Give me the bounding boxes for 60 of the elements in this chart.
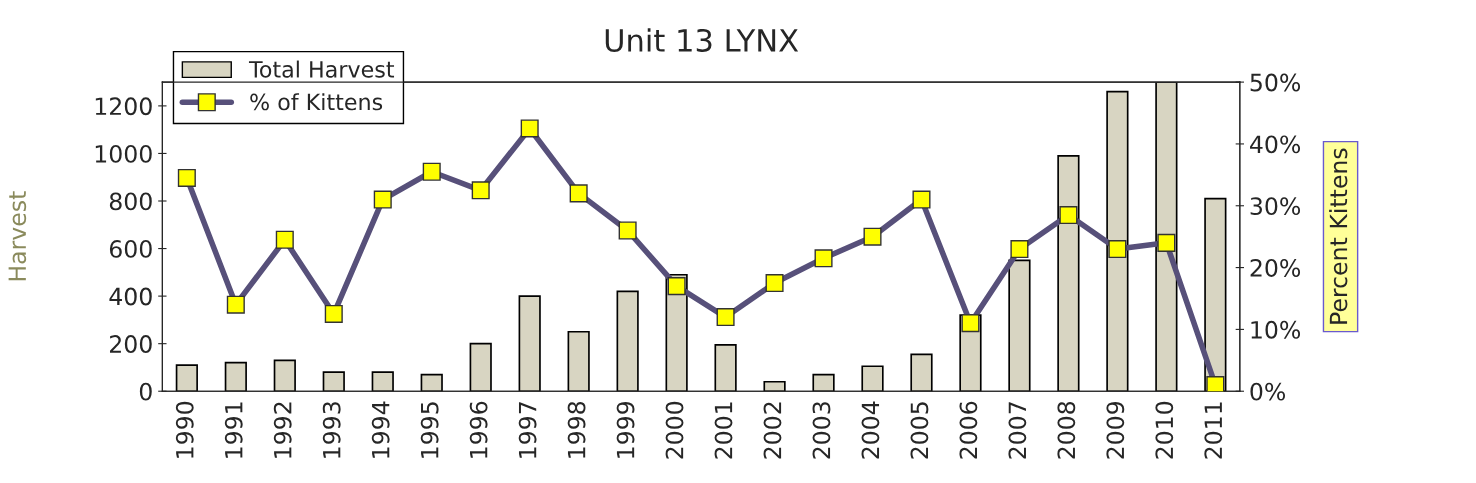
bar <box>1155 82 1178 392</box>
bar <box>224 361 247 392</box>
bar <box>175 364 198 392</box>
bar <box>518 295 541 392</box>
y-tick-label: 200 <box>109 335 152 353</box>
bar <box>861 365 884 392</box>
x-tick-label: 2000 <box>665 401 684 459</box>
bar <box>567 330 590 392</box>
x-tick-label: 1991 <box>224 402 243 458</box>
bar <box>616 290 639 392</box>
y2-tick-label: 50% <box>1250 73 1301 92</box>
x-tick-label: 2003 <box>812 402 831 459</box>
y-tick-label: 1200 <box>95 97 152 116</box>
y-axis-title: Harvest <box>8 191 27 281</box>
y2-axis-title: Percent Kittens <box>1329 148 1348 324</box>
bar <box>763 380 786 392</box>
x-tick-label: 2005 <box>910 402 929 459</box>
y2-tick-label: 0% <box>1250 382 1286 401</box>
bar <box>1008 259 1031 392</box>
bar <box>812 373 835 392</box>
y-tick-label: 600 <box>109 240 152 258</box>
x-tick-label: 1994 <box>371 401 390 458</box>
bar <box>1204 197 1227 392</box>
y2-tick-label: 20% <box>1250 259 1301 277</box>
x-tick-label: 2002 <box>763 402 782 459</box>
y2-tick-label: 10% <box>1251 320 1301 339</box>
x-tick-label: 1992 <box>273 402 292 458</box>
y-tick-label: 400 <box>109 287 152 306</box>
x-tick-label: 1997 <box>518 402 537 458</box>
bar <box>273 359 296 392</box>
x-tick-label: 1995 <box>420 402 439 458</box>
x-tick-label: 2001 <box>714 402 733 459</box>
x-tick-label: 2004 <box>861 401 880 459</box>
y2-tick-label: 40% <box>1250 135 1301 154</box>
legend-label: Total Harvest <box>248 60 395 78</box>
x-tick-label: 1993 <box>322 402 341 458</box>
bar <box>322 371 345 392</box>
y2-tick-label: 30% <box>1250 197 1301 216</box>
legend-label: % of Kittens <box>250 93 383 111</box>
y-tick-label: 1000 <box>95 144 152 163</box>
bar <box>420 373 443 392</box>
bar <box>1057 154 1080 392</box>
x-tick-label: 1998 <box>567 401 586 458</box>
x-tick-label: 2009 <box>1106 401 1125 459</box>
bar <box>910 353 933 392</box>
x-tick-label: 2011 <box>1204 402 1223 459</box>
x-tick-label: 1996 <box>469 401 488 458</box>
bar <box>714 344 737 392</box>
bar <box>371 371 394 392</box>
bar <box>1106 90 1129 392</box>
x-tick-label: 2006 <box>959 401 978 459</box>
x-tick-label: 1990 <box>175 401 194 458</box>
x-tick-label: 2010 <box>1155 401 1174 459</box>
x-tick-label: 1999 <box>616 401 635 458</box>
y-tick-label: 800 <box>109 192 152 211</box>
bar <box>469 342 492 392</box>
x-tick-label: 2007 <box>1008 402 1027 459</box>
chart-title: Unit 13 LYNX <box>605 28 799 52</box>
x-tick-label: 2008 <box>1057 401 1076 459</box>
y-tick-label: 0 <box>139 382 152 401</box>
